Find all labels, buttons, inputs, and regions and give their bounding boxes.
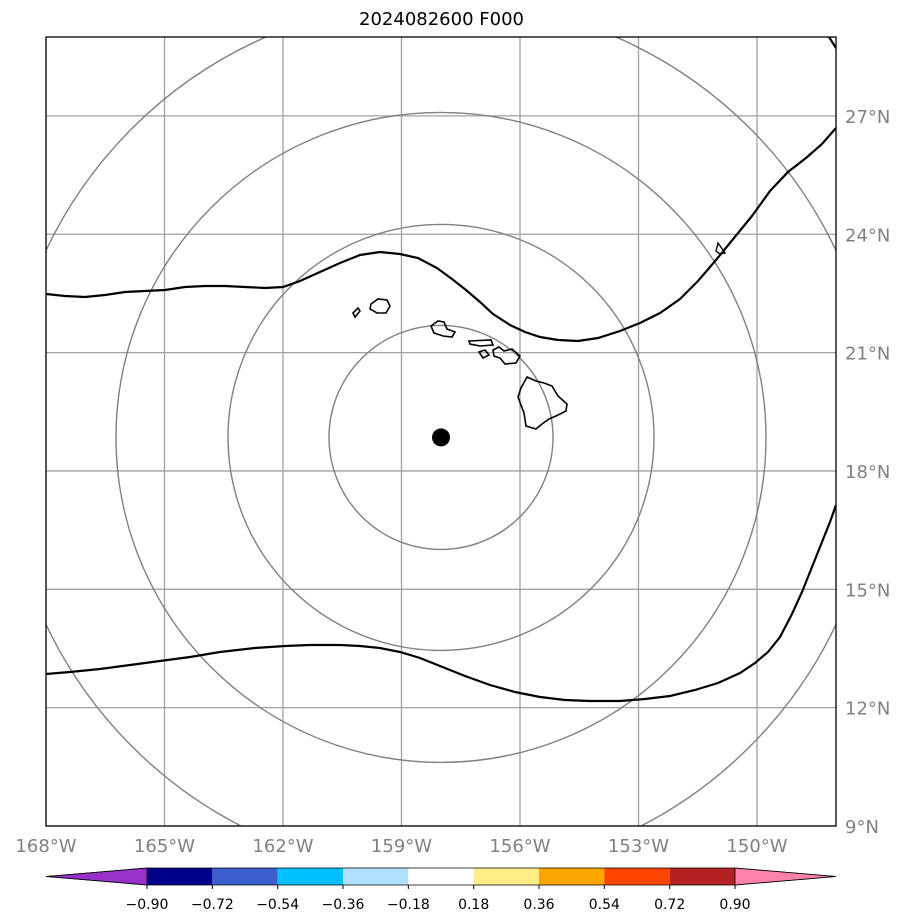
colorbar-tick-label: −0.36 [322,897,365,913]
colorbar-segment [277,868,343,885]
kauai-island [369,298,391,314]
colorbar-tick-label: −0.90 [126,897,169,913]
longitude-label: 153°W [608,836,669,857]
longitude-label: 150°W [726,836,787,857]
colorbar-segment [539,868,605,885]
longitude-label: 156°W [489,836,550,857]
storm-center-marker [432,428,450,447]
colorbar-tick-label: −0.18 [387,897,430,913]
graticule [46,37,836,826]
latitude-label: 15°N [845,580,890,601]
longitude-label: 162°W [252,836,313,857]
contour-south [46,504,836,703]
contour-northeast-corner [828,37,836,49]
colorbar-tick-label: 0.18 [458,897,489,913]
range-rings [46,37,836,826]
midway-atoll-outline [715,241,727,255]
colorbar-tick-label: 0.90 [719,897,750,913]
latitude-label: 24°N [845,225,890,246]
map-title: 2024082600 F000 [359,9,524,30]
contour-lines [46,37,836,703]
longitude-label: 165°W [134,836,195,857]
colorbar-segment [604,868,670,885]
range-ring [115,111,767,764]
colorbar-segment [473,868,539,885]
colorbar-extend-max [734,867,837,886]
hawaii-island [517,375,568,430]
range-ring [227,223,655,652]
plot-frame [45,36,837,827]
colorbar: −0.90 −0.72 −0.54 −0.36 −0.18 0.18 0.36 0.54 0.7… [45,867,837,913]
latitude-labels: 27°N 24°N 21°N 18°N 15°N 12°N 9°N [845,107,890,838]
range-ring [328,324,554,551]
colorbar-segment [147,868,213,885]
latitude-label: 12°N [845,699,890,720]
colorbar-tick-label: −0.72 [191,897,234,913]
colorbar-segment [343,868,409,885]
molokai-island [467,339,495,347]
longitude-label: 168°W [15,836,76,857]
latitude-label: 18°N [845,462,890,483]
colorbar-tick-label: 0.72 [654,897,685,913]
colorbar-segment [212,868,278,885]
longitude-labels: 168°W 165°W 162°W 159°W 156°W 153°W 150°W [15,836,787,857]
lanai-island [477,349,491,360]
colorbar-segment [408,868,474,885]
contour-north [46,127,836,343]
colorbar-tick-label: 0.36 [523,897,554,913]
longitude-label: 159°W [371,836,432,857]
latitude-label: 9°N [845,817,879,838]
oahu-island [430,320,457,338]
maui-island [492,346,522,365]
colorbar-segment [669,868,735,885]
colorbar-tick-label: −0.54 [256,897,299,913]
niihau-island [352,306,361,319]
coastlines [352,241,727,430]
latitude-label: 27°N [845,107,890,128]
latitude-label: 21°N [845,344,890,365]
colorbar-tick-label: 0.54 [589,897,620,913]
colorbar-extend-min [45,867,148,886]
